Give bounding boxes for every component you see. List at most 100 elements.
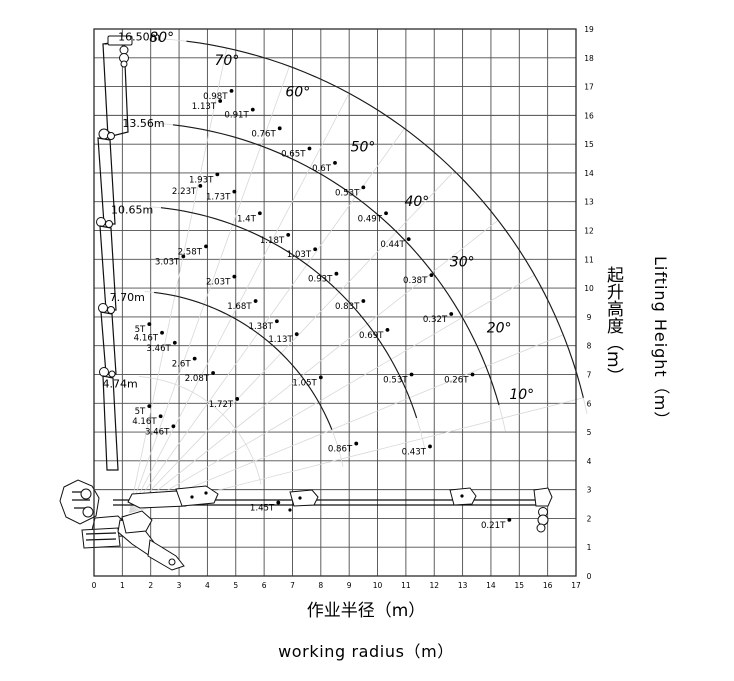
load-point (204, 244, 208, 249)
load-label: 4.16T (134, 334, 159, 344)
load-label: 0.43T (402, 447, 427, 457)
x-tick: 15 (515, 581, 525, 590)
plot-frame (93, 28, 577, 577)
crane-boom-illustration (59, 35, 553, 571)
load-point (215, 172, 220, 177)
boom-length-label: 10.65m (111, 203, 153, 216)
load-label: 0.53T (383, 375, 408, 385)
load-label: 0.21T (481, 521, 506, 531)
load-point (307, 146, 312, 151)
load-point (449, 312, 454, 316)
load-point (229, 88, 234, 93)
y-axis-title-en: Lifting Height（m） (651, 256, 670, 429)
x-tick: 7 (290, 581, 295, 590)
x-tick: 4 (205, 581, 210, 590)
load-point (171, 424, 176, 429)
load-label: 5T (135, 407, 146, 417)
load-label: 0.32T (423, 315, 448, 325)
load-point (158, 414, 163, 419)
load-label: 2.58T (178, 247, 203, 257)
load-point (333, 160, 337, 165)
boom-length-labels: 16.50m 13.56m 10.65m 7.70m 4.74m (103, 31, 165, 391)
load-point (276, 500, 281, 505)
load-label: 0.86T (328, 445, 353, 455)
angle-label: 30° (450, 255, 475, 271)
load-point (361, 299, 366, 303)
load-label: 1.18T (260, 236, 285, 246)
x-tick: 14 (486, 581, 496, 590)
x-tick: 1 (120, 581, 125, 590)
boom-angle-labels: 80° 70° 60° 50° 40° 30° 20° 10° (149, 30, 534, 403)
x-tick: 2 (148, 581, 153, 590)
x-tick: 5 (233, 581, 238, 590)
load-point-markers (147, 88, 512, 522)
angle-label: 80° (149, 30, 174, 46)
x-axis-tick-labels: 0 1 2 3 4 5 6 7 8 9 10 11 12 13 14 15 16 17 (92, 581, 581, 590)
load-label: 0.65T (281, 149, 306, 159)
load-label: 1.45T (250, 504, 275, 514)
y-tick: 12 (584, 227, 594, 236)
y-tick: 3 (587, 486, 592, 495)
x-tick: 9 (347, 581, 352, 590)
load-label: 0.91T (224, 111, 249, 121)
load-point (232, 274, 237, 279)
y-tick: 13 (584, 198, 594, 207)
y-tick: 4 (587, 457, 592, 466)
load-label: 0.98T (203, 92, 228, 102)
load-point (507, 517, 512, 522)
load-label: 1.4T (237, 214, 257, 224)
load-label: 3.46T (145, 427, 170, 437)
x-tick: 6 (262, 581, 267, 590)
load-label: 3.03T (155, 257, 180, 267)
load-label: 1.13T (268, 335, 293, 345)
load-label: 5T (135, 325, 146, 335)
load-point (211, 371, 215, 375)
load-point (354, 441, 359, 446)
load-label: 1.03T (287, 250, 312, 260)
x-axis-title-cn: 作业半径（m） (306, 601, 426, 621)
y-tick: 6 (587, 399, 592, 408)
load-point (470, 372, 475, 377)
load-label: 0.93T (308, 275, 333, 285)
load-point (192, 356, 197, 361)
angle-label: 50° (351, 139, 376, 155)
x-tick: 17 (571, 581, 581, 590)
load-point (334, 271, 339, 276)
load-point (257, 211, 262, 216)
load-label: 2.6T (172, 360, 192, 370)
load-point (384, 211, 388, 216)
y-tick: 9 (587, 313, 592, 322)
x-axis-title-cn-wrap: 作业半径（m） (236, 596, 496, 621)
load-point (181, 254, 186, 259)
load-point (277, 126, 282, 131)
y-tick: 7 (587, 370, 592, 379)
x-tick: 8 (318, 581, 323, 590)
load-point (294, 332, 299, 337)
load-label: 1.38T (248, 322, 273, 332)
y-tick: 8 (587, 342, 592, 351)
y-tick: 14 (584, 169, 594, 178)
y-tick: 17 (584, 83, 594, 92)
y-tick: 10 (584, 284, 594, 293)
load-point (286, 232, 291, 237)
y-tick: 11 (584, 255, 594, 264)
load-point (232, 189, 237, 194)
load-point (409, 372, 414, 377)
load-point (274, 319, 279, 324)
load-label: 0.6T (312, 164, 332, 174)
load-point (361, 185, 366, 190)
angle-label: 70° (215, 53, 240, 69)
angle-label: 40° (404, 194, 429, 210)
load-label: 0.53T (335, 188, 360, 198)
x-axis-title-en: working radius（m） (278, 642, 454, 661)
load-label: 3.46T (146, 344, 171, 354)
x-tick: 13 (458, 581, 468, 590)
load-point (318, 375, 323, 380)
load-point (406, 237, 411, 242)
angle-label: 20° (487, 321, 512, 337)
y-tick: 15 (584, 140, 594, 149)
load-point (198, 184, 203, 188)
